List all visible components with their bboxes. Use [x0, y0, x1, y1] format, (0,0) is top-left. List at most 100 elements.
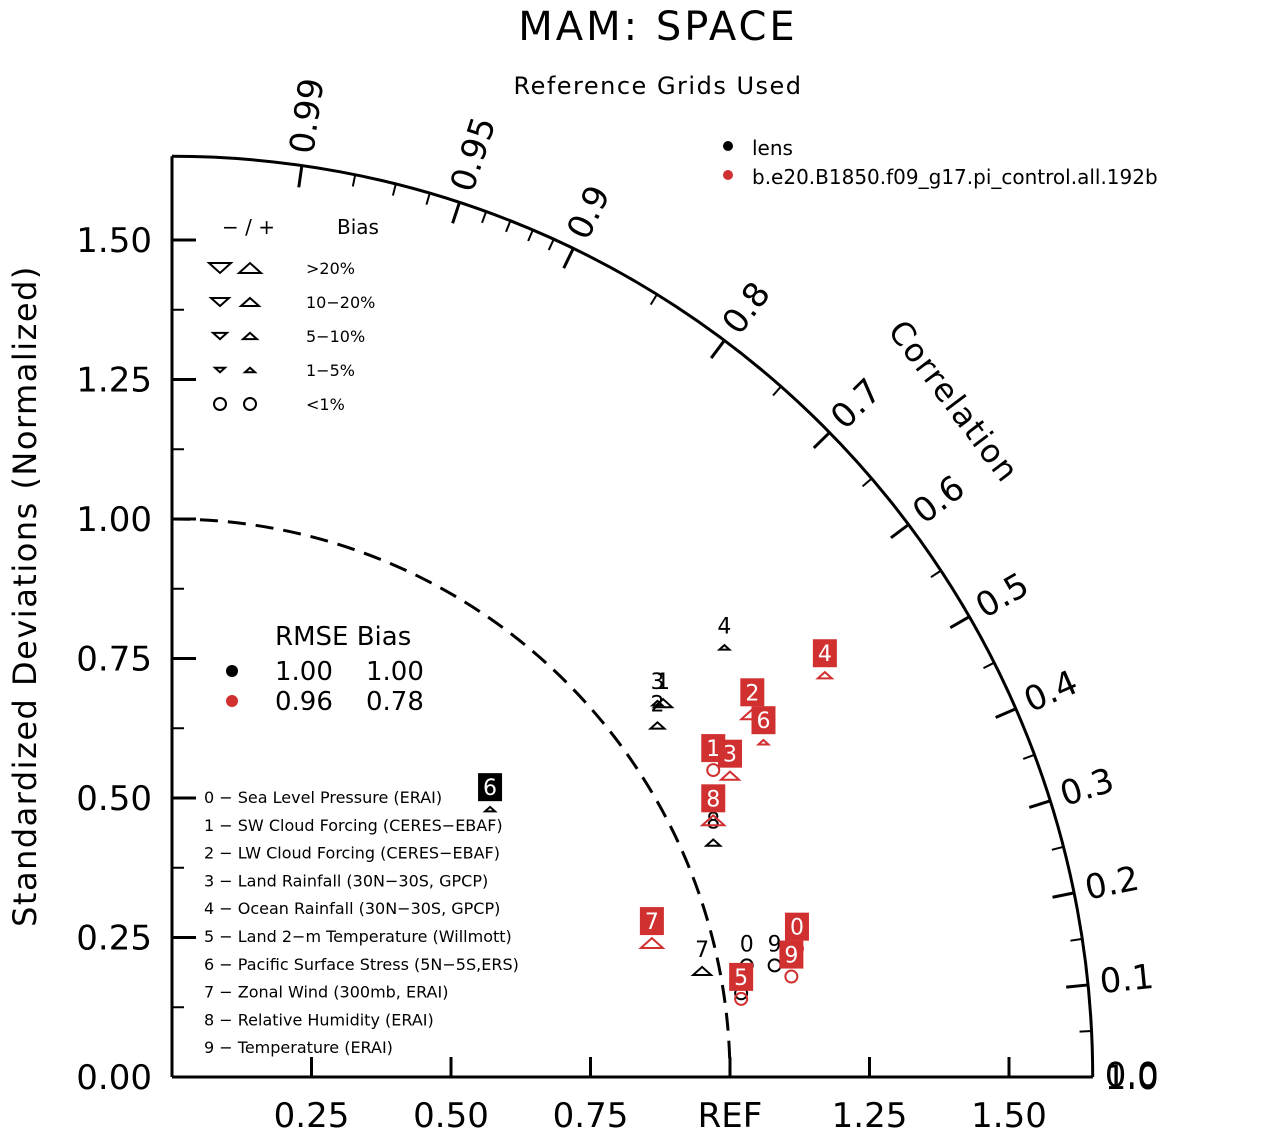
- corr-minor-tick: [772, 385, 782, 397]
- corr-major-tick: [710, 339, 726, 359]
- bias-legend-row: 1−5%: [306, 361, 355, 380]
- ref-label: REF: [698, 1096, 763, 1135]
- chart-title: MAM: SPACE: [518, 4, 797, 50]
- corr-tick-label: 0.99: [282, 76, 332, 157]
- data-points: 01234567890123456789: [478, 614, 837, 1006]
- data-point-label: 8: [706, 810, 720, 835]
- data-point-marker: [647, 720, 668, 730]
- data-point-label-box: [779, 940, 804, 969]
- corr-minor-tick: [425, 192, 431, 205]
- corr-minor-tick: [547, 238, 555, 251]
- series-legend-dot: [723, 141, 733, 151]
- bias-legend-row: <1%: [306, 395, 345, 414]
- data-point-label-box: [701, 784, 726, 813]
- corr-tick-label: 0.2: [1082, 859, 1143, 909]
- data-point-marker: [784, 969, 799, 984]
- corr-major-tick: [1066, 983, 1089, 989]
- variable-legend-item: 4 − Ocean Rainfall (30N−30S, GPCP): [204, 899, 500, 918]
- corr-minor-tick: [930, 569, 942, 579]
- corr-tick-label: 0.0: [1105, 1056, 1159, 1096]
- corr-tick-label: 0.5: [969, 565, 1036, 627]
- data-point-label: 1: [656, 670, 670, 695]
- corr-major-tick: [297, 165, 304, 188]
- stats-legend-bias: 1.00: [366, 657, 424, 687]
- bias-legend-signs: − / +: [222, 215, 275, 239]
- corr-minor-tick: [1070, 937, 1083, 942]
- corr-tick-label: 0.95: [443, 112, 505, 196]
- variable-legend-item: 1 − SW Cloud Forcing (CERES−EBAF): [204, 816, 503, 835]
- data-point-label: 4: [717, 614, 731, 639]
- data-point-marker: [649, 699, 666, 707]
- corr-major-tick: [995, 707, 1017, 719]
- data-point-label: 6: [756, 709, 770, 734]
- data-point-label: 5: [734, 966, 748, 991]
- corr-major-tick: [949, 615, 971, 629]
- corr-minor-tick: [481, 211, 488, 224]
- corr-tick-label: 0.4: [1018, 663, 1084, 721]
- bias-legend-circle: [243, 397, 257, 411]
- data-point-marker: [482, 805, 498, 813]
- corr-minor-tick: [527, 229, 534, 242]
- bias-legend-row: 5−10%: [306, 327, 365, 346]
- corr-minor-tick: [351, 174, 357, 187]
- y-tick-label: 1.50: [76, 221, 152, 261]
- corr-tick-label: 0.7: [823, 371, 890, 437]
- bias-legend-down-triangle: [206, 262, 234, 275]
- data-point-label: 9: [784, 944, 798, 969]
- x-tick-label: 0.50: [413, 1096, 489, 1135]
- data-point-label-box: [639, 907, 664, 936]
- x-tick-label: 1.50: [971, 1096, 1047, 1135]
- bias-legend-down-triangle: [208, 296, 232, 308]
- corr-minor-tick: [649, 293, 658, 306]
- corr-major-tick: [451, 201, 461, 224]
- data-point-marker: [716, 643, 733, 651]
- y-axis-title: Standardized Deviations (Normalized): [6, 265, 44, 927]
- data-point-marker: [703, 838, 723, 847]
- data-point-label: 9: [768, 932, 782, 957]
- corr-minor-tick: [1022, 753, 1035, 760]
- series-legend-label: lens: [752, 136, 793, 160]
- stats-legend-bias: 0.78: [366, 687, 424, 717]
- x-end-label: 1.0: [1105, 1058, 1159, 1098]
- corr-major-tick: [1052, 891, 1075, 899]
- bias-legend-circle: [213, 397, 227, 411]
- variable-legend-item: 6 − Pacific Surface Stress (5N−5S,ERS): [204, 955, 519, 974]
- data-point-label: 3: [723, 743, 737, 768]
- bias-legend-up-triangle: [236, 261, 264, 274]
- chart-subtitle: Reference Grids Used: [513, 72, 802, 100]
- bias-legend-down-triangle: [212, 366, 228, 374]
- bias-legend-row: 10−20%: [306, 293, 375, 312]
- bias-legend-up-triangle: [240, 331, 260, 341]
- data-point-label: 1: [706, 737, 720, 762]
- data-point-marker: [734, 991, 749, 1006]
- data-point-label: 6: [483, 776, 497, 801]
- corr-minor-tick: [391, 183, 397, 196]
- data-point-label-box: [812, 639, 837, 668]
- bias-legend-row: >20%: [306, 259, 355, 278]
- data-point-marker: [815, 670, 835, 680]
- data-point-label: 2: [745, 681, 759, 706]
- bias-legend-header: Bias: [337, 215, 379, 239]
- corr-minor-tick: [1079, 1029, 1092, 1033]
- data-point-marker: [690, 965, 714, 977]
- outer-arc: [171, 154, 1095, 1078]
- variable-legend-item: 3 − Land Rainfall (30N−30S, GPCP): [204, 871, 488, 890]
- variable-legend: 0 − Sea Level Pressure (ERAI) 1 − SW Clou…: [204, 788, 519, 1057]
- stats-legend-header: RMSE Bias: [275, 622, 411, 652]
- corr-minor-tick: [505, 220, 512, 233]
- data-point-label: 4: [818, 642, 832, 667]
- data-point-label-box: [784, 912, 809, 941]
- data-point-marker: [755, 738, 772, 746]
- corr-minor-tick: [1051, 845, 1064, 851]
- data-point-marker: [767, 958, 782, 973]
- data-point-label: 3: [650, 670, 664, 695]
- variable-legend-item: 7 − Zonal Wind (300mb, ERAI): [204, 983, 448, 1002]
- data-point-label-box: [740, 678, 765, 707]
- correlation-axis-title: Correlation: [881, 313, 1027, 490]
- reference-arc: [171, 517, 732, 1078]
- y-tick-label: 0.25: [76, 919, 152, 959]
- x-tick-label: 1.25: [832, 1096, 908, 1135]
- corr-major-tick: [1028, 799, 1051, 809]
- data-point-label: 8: [706, 787, 720, 812]
